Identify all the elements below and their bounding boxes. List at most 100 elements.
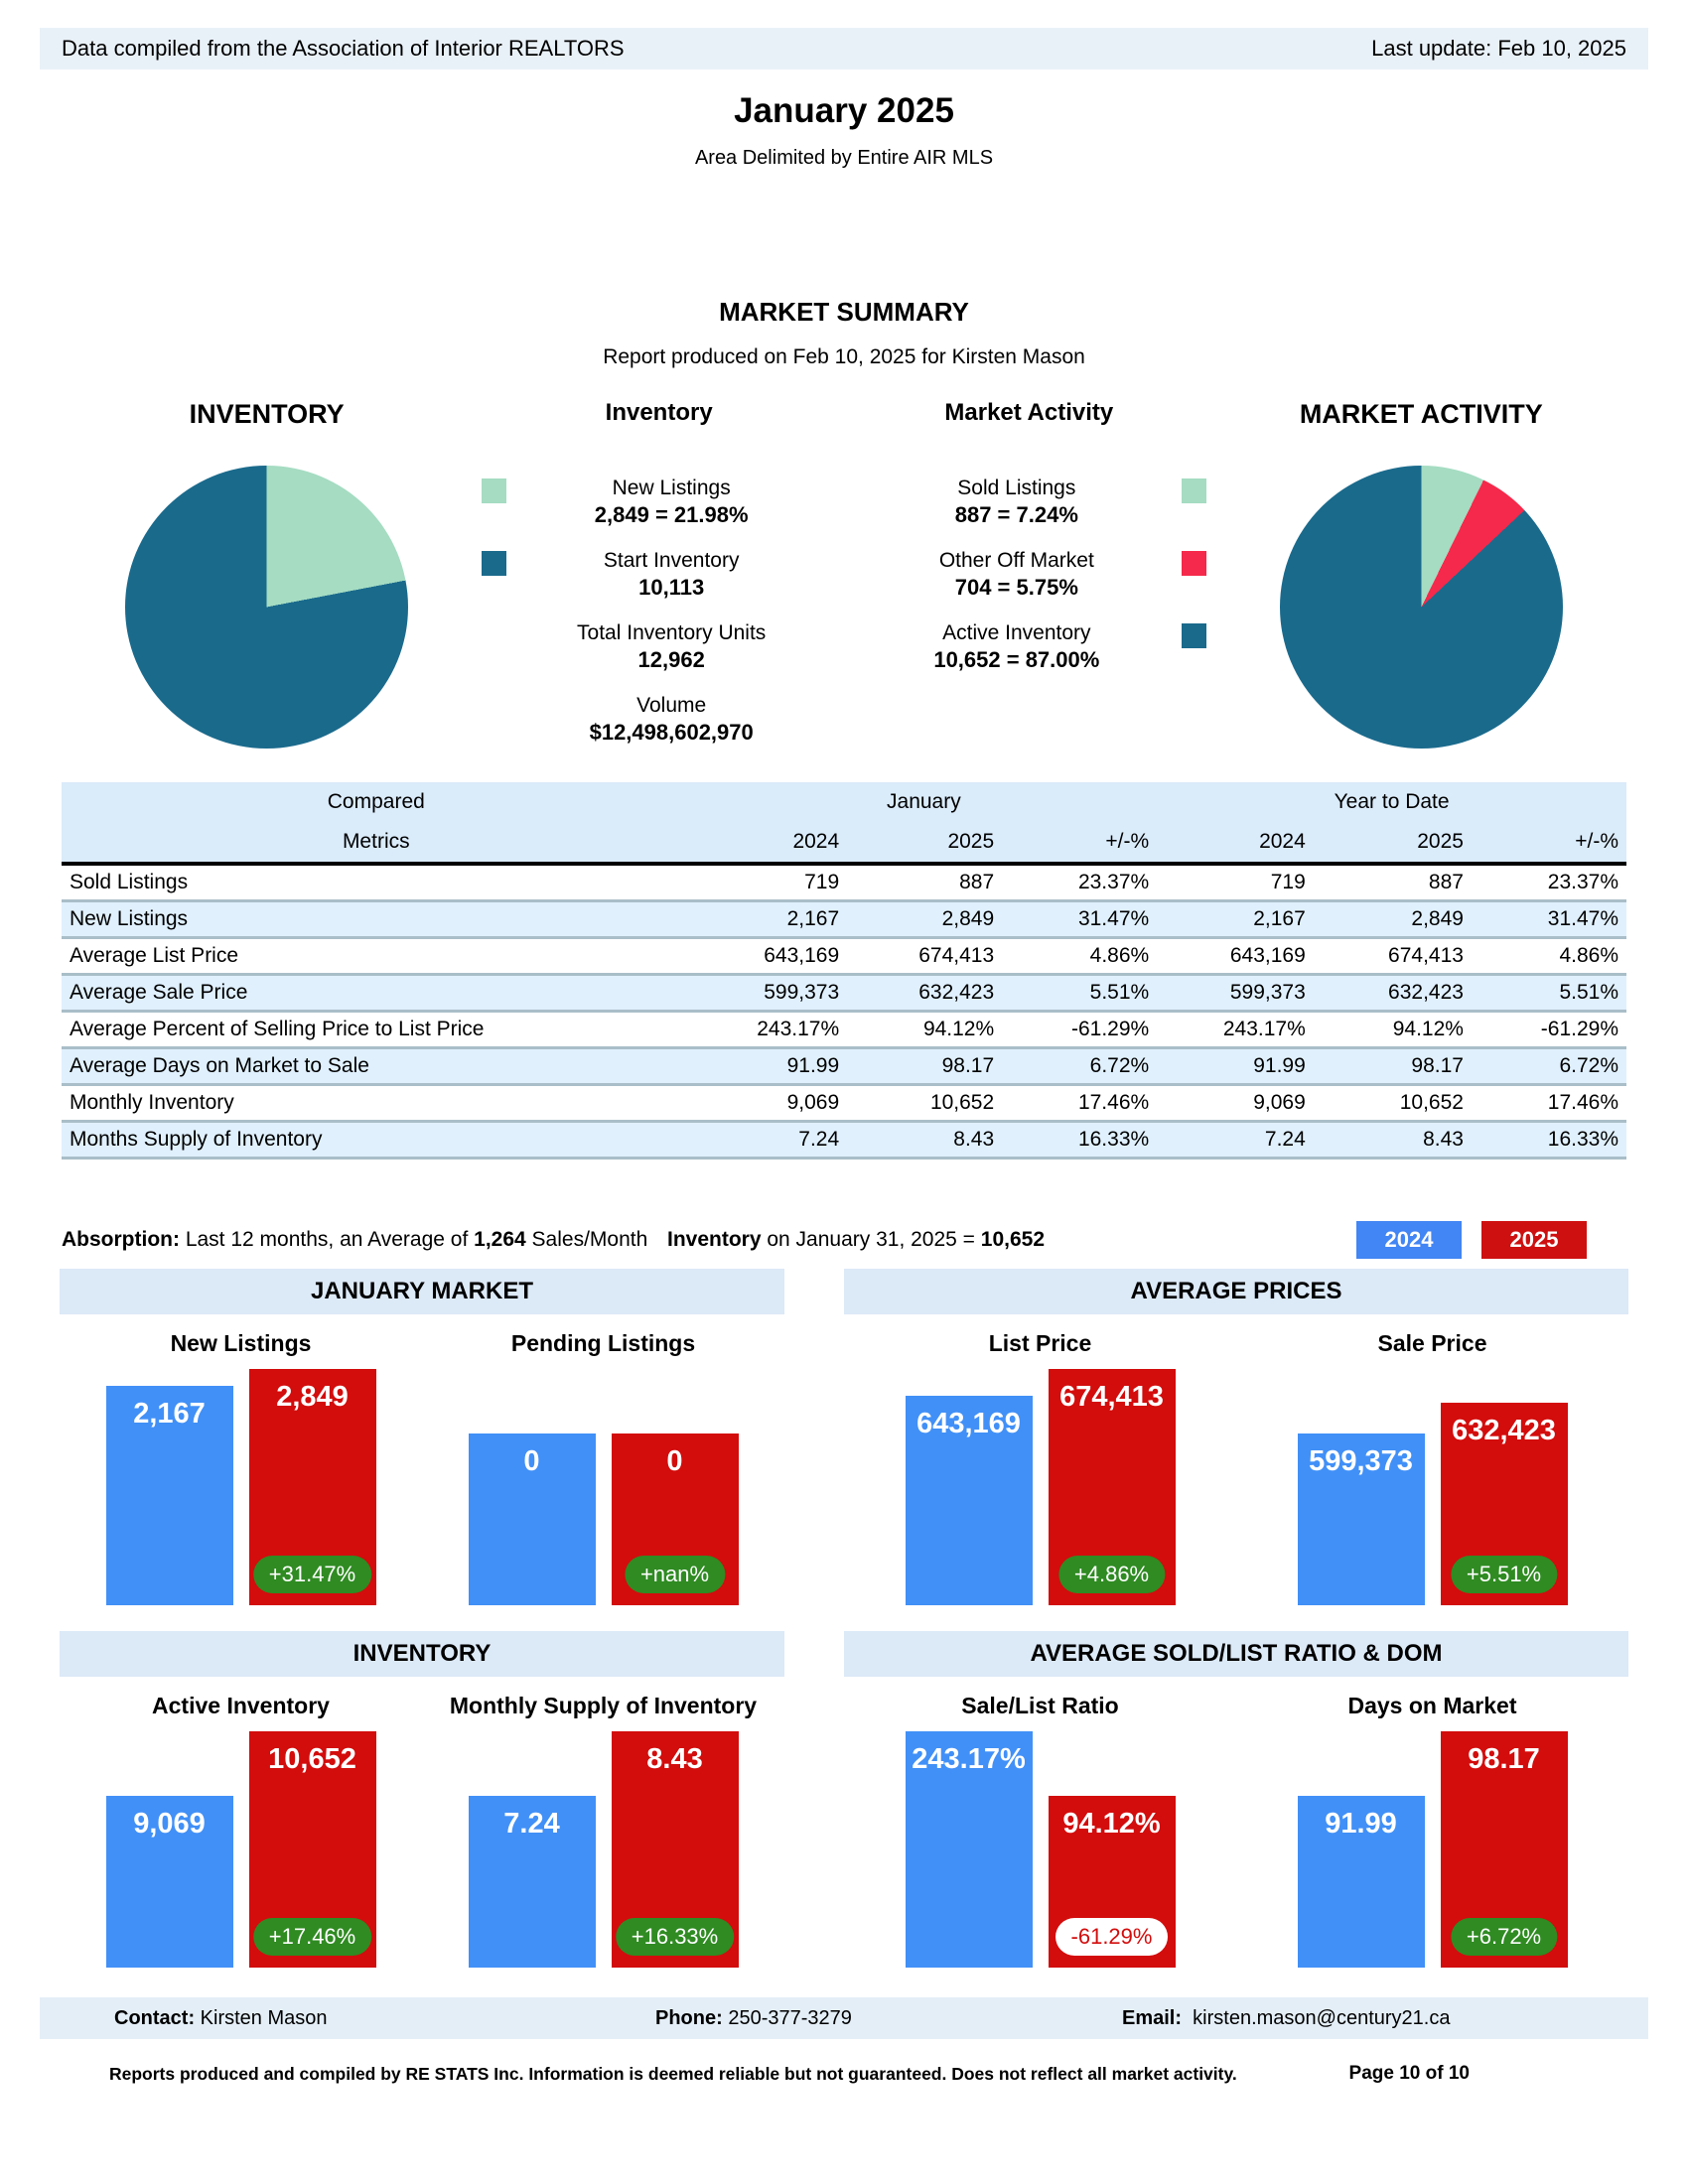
header-jan-2025: 2025 [847, 822, 1003, 866]
legend-label: New Listings [612, 477, 731, 499]
inventory-label: Inventory [667, 1228, 762, 1251]
legend-item-other-off-market: Other Off Market 704 = 5.75% [844, 547, 1214, 602]
metric-value: 6.72% [1559, 1054, 1618, 1077]
market-activity-legend-list: Sold Listings 887 = 7.24% Other Off Market… [844, 475, 1214, 692]
section-groups: Active Inventory 9,069 10,652 +17.46% Monthl… [60, 1677, 784, 1968]
section-header-average-prices: AVERAGE PRICES [844, 1269, 1628, 1314]
metric-value: 7.24 [798, 1128, 840, 1151]
metric-name: Average Days on Market to Sale [70, 1054, 369, 1077]
bar-2025-sale-price: 632,423 +5.51% [1440, 1403, 1568, 1605]
metric-value: 10,652 [1399, 1091, 1464, 1114]
bars-area: 91.99 98.17 +6.72% [1297, 1729, 1568, 1968]
section-header-inventory: INVENTORY [60, 1631, 784, 1677]
table-row-new-listings: New Listings 2,167 2,849 31.47% 2,167 2,849 31… [62, 900, 1626, 938]
metric-value: 2,167 [1253, 907, 1306, 930]
absorption-note: Absorption: Last 12 months, an Average o… [62, 1228, 648, 1251]
top-bar: Data compiled from the Association of In… [40, 28, 1648, 69]
other-off-market-swatch [1181, 551, 1206, 576]
last-update: Last update: Feb 10, 2025 [1371, 36, 1626, 61]
metric-value: 243.17% [757, 1018, 840, 1040]
contact-bar: Contact: Kirsten Mason Phone: 250-377-32… [40, 1997, 1648, 2039]
bar-2025-pending-listings: 0 +nan% [611, 1433, 739, 1605]
group-title: Monthly Supply of Inventory [449, 1693, 758, 1718]
group-title: New Listings [170, 1330, 312, 1356]
chart-group-active-inventory: Active Inventory 9,069 10,652 +17.46% [60, 1677, 422, 1968]
header-compared: Compared [327, 790, 425, 813]
bar-value-label: 0 [666, 1445, 683, 1478]
chart-group-sale-list-ratio: Sale/List Ratio 243.17% 94.12% -61.29% [844, 1677, 1236, 1968]
legend-value: 887 = 7.24% [954, 502, 1078, 527]
group-title: Sale/List Ratio [961, 1693, 1119, 1718]
total-value: 12,962 [637, 647, 705, 672]
bar-2024-sale-list-ratio: 243.17% [905, 1731, 1033, 1968]
inventory-legend-list: New Listings 2,849 = 21.98% Start Inventor… [474, 475, 844, 764]
table-row-average-days-on-market-to-sale: Average Days on Market to Sale 91.99 98.17… [62, 1047, 1626, 1085]
bars-area: 599,373 632,423 +5.51% [1297, 1367, 1568, 1605]
inventory-pie-title: INVENTORY [189, 399, 345, 429]
metric-value: 31.47% [1547, 907, 1618, 930]
bar-value-label: 674,413 [1059, 1381, 1164, 1414]
metric-value: 98.17 [1411, 1054, 1464, 1077]
metric-value: 599,373 [764, 981, 840, 1004]
section-average-sold-list-ratio-dom: AVERAGE SOLD/LIST RATIO & DOM Sale/List R… [844, 1631, 1628, 1968]
metric-value: 2,167 [786, 907, 840, 930]
bar-value-label: 94.12% [1062, 1808, 1161, 1841]
metric-value: 8.43 [953, 1128, 995, 1151]
bar-value-label: 91.99 [1325, 1808, 1397, 1841]
table-row-monthly-inventory: Monthly Inventory 9,069 10,652 17.46% 9,069 1… [62, 1084, 1626, 1122]
metric-value: 887 [1428, 871, 1464, 893]
bar-2024-pending-listings: 0 [468, 1433, 596, 1605]
table-row-months-supply-of-inventory: Months Supply of Inventory 7.24 8.43 16.33%… [62, 1121, 1626, 1159]
sold-listings-swatch [1181, 478, 1206, 503]
absorption-label: Absorption: [62, 1228, 180, 1251]
metric-value: -61.29% [1070, 1018, 1150, 1040]
bar-2024-monthly-supply-of-inventory: 7.24 [468, 1796, 596, 1968]
legend-label: Sold Listings [957, 477, 1076, 499]
section-groups: New Listings 2,167 2,849 +31.47% Pending Lis… [60, 1314, 784, 1605]
data-source-note: Data compiled from the Association of In… [62, 36, 625, 61]
total-value: $12,498,602,970 [589, 720, 754, 745]
section-inventory: INVENTORY Active Inventory 9,069 10,652 +17.… [60, 1631, 784, 1968]
inventory-pie-column: INVENTORY [60, 399, 474, 764]
metric-name: Average List Price [70, 944, 239, 967]
metric-value: 91.99 [1253, 1054, 1306, 1077]
change-pill-monthly-supply-of-inventory: +16.33% [615, 1918, 735, 1956]
market-activity-pie-column: MARKET ACTIVITY [1214, 399, 1628, 764]
table-sub-header-row: Metrics 2024 2025 +/-% 2024 2025 +/-% [62, 822, 1626, 866]
change-pill-list-price: +4.86% [1057, 1556, 1166, 1593]
metric-value: 719 [804, 871, 840, 893]
metric-value: 2,849 [941, 907, 995, 930]
change-pill-sale-price: +5.51% [1450, 1556, 1558, 1593]
metric-value: 6.72% [1089, 1054, 1150, 1077]
legend-chip-2024: 2024 [1356, 1221, 1462, 1259]
disclaimer-row: Reports produced and compiled by RE STAT… [109, 2063, 1470, 2085]
inventory-value: 10,652 [980, 1228, 1046, 1251]
metric-value: 91.99 [786, 1054, 840, 1077]
contact-email[interactable]: Email: kirsten.mason@century21.ca [1122, 2006, 1451, 2029]
bar-chart-grid: JANUARY MARKET New Listings 2,167 2,849 +31.… [60, 1269, 1628, 1968]
metric-value: 674,413 [918, 944, 995, 967]
legend-item-active-inventory: Active Inventory 10,652 = 87.00% [844, 619, 1214, 674]
legend-label: Start Inventory [603, 549, 740, 572]
legend-chip-2025: 2025 [1481, 1221, 1587, 1259]
legend-text: Total Inventory Units 12,962 [506, 619, 836, 674]
bar-value-label: 98.17 [1468, 1743, 1540, 1776]
bars-area: 0 0 +nan% [468, 1367, 739, 1605]
legend-value: 2,849 = 21.98% [594, 502, 749, 527]
metric-value: 94.12% [922, 1018, 995, 1040]
section-header-average-sold-list-ratio-dom: AVERAGE SOLD/LIST RATIO & DOM [844, 1631, 1628, 1677]
metric-value: 23.37% [1547, 871, 1618, 893]
section-average-prices: AVERAGE PRICES List Price 643,169 674,413 +4… [844, 1269, 1628, 1605]
change-pill-days-on-market: +6.72% [1450, 1918, 1558, 1956]
bars-area: 2,167 2,849 +31.47% [105, 1367, 376, 1605]
page-number: Page 10 of 10 [1348, 2063, 1470, 2084]
group-title: Days on Market [1347, 1693, 1517, 1718]
bar-value-label: 8.43 [646, 1743, 703, 1776]
change-pill-active-inventory: +17.46% [252, 1918, 372, 1956]
inventory-legend-column: Inventory New Listings 2,849 = 21.98% Star… [474, 399, 844, 764]
metric-value: 643,169 [1229, 944, 1306, 967]
legend-value: 10,113 [638, 575, 705, 600]
header-metrics: Metrics [62, 822, 691, 866]
bars-area: 9,069 10,652 +17.46% [105, 1729, 376, 1968]
